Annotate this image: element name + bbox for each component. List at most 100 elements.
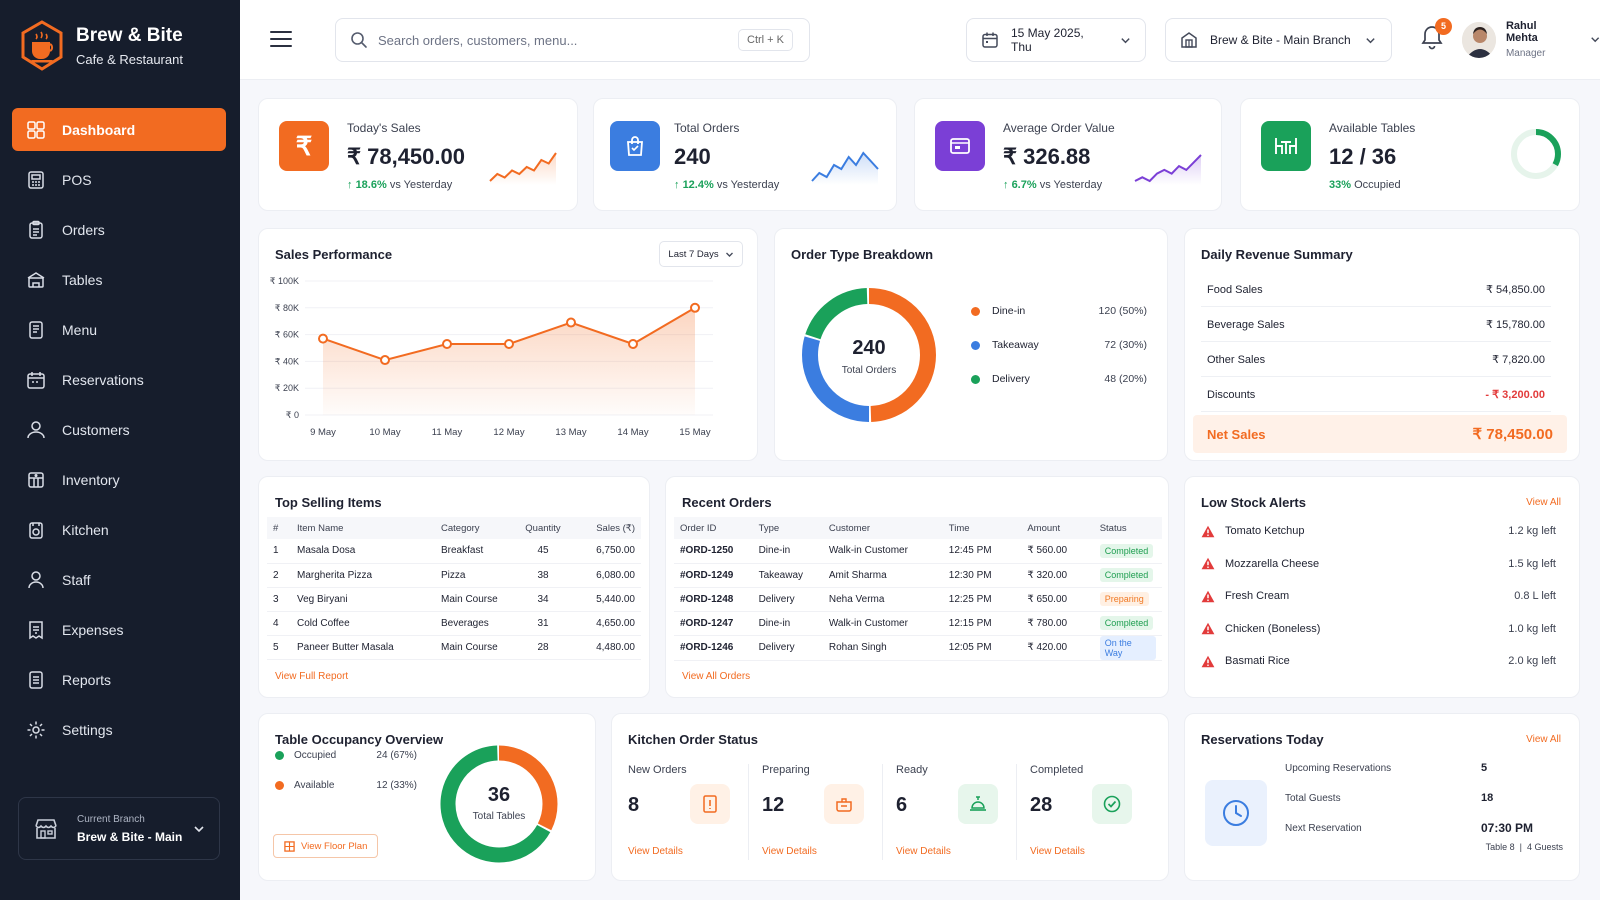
- legend-value: 120 (50%): [1098, 305, 1147, 317]
- table-row[interactable]: 2 Margherita Pizza Pizza 38 6,080.00: [267, 563, 641, 588]
- sidebar-item-menu[interactable]: Menu: [12, 308, 226, 351]
- low-stock-view-all-link[interactable]: View All: [1526, 497, 1561, 508]
- view-all-orders-link[interactable]: View All Orders: [682, 671, 751, 682]
- table-row[interactable]: #ORD-1250 Dine-in Walk-in Customer 12:45 PM…: [674, 539, 1162, 564]
- brand[interactable]: Brew & Bite Cafe & Restaurant: [20, 20, 183, 72]
- sidebar-item-dashboard[interactable]: Dashboard: [12, 108, 226, 151]
- hamburger-menu-icon[interactable]: [270, 30, 292, 48]
- view-floor-plan-button[interactable]: View Floor Plan: [273, 834, 379, 858]
- table-cell: #ORD-1249: [674, 563, 753, 588]
- list-item[interactable]: Tomato Ketchup 1.2 kg left: [1201, 515, 1556, 547]
- table-cell: #ORD-1248: [674, 587, 753, 612]
- sales-point[interactable]: [380, 355, 390, 366]
- table-row[interactable]: 4 Cold Coffee Beverages 31 4,650.00: [267, 611, 641, 636]
- sidebar-item-label: Orders: [62, 221, 105, 238]
- branch-value: Brew & Bite - Main Branch: [1210, 33, 1351, 47]
- revenue-value: ₹ 15,780.00: [1486, 319, 1545, 331]
- table-row[interactable]: 5 Paneer Butter Masala Main Course 28 4,480.…: [267, 635, 641, 660]
- revenue-label: Beverage Sales: [1207, 318, 1285, 331]
- table-cell: 5: [267, 635, 291, 660]
- sidebar-item-settings[interactable]: Settings: [12, 708, 226, 751]
- sidebar-item-pos[interactable]: POS: [12, 158, 226, 201]
- sidebar-item-inventory[interactable]: Inventory: [12, 458, 226, 501]
- list-item[interactable]: Mozzarella Cheese 1.5 kg left: [1201, 548, 1556, 580]
- legend-label: Occupied: [294, 750, 337, 761]
- y-tick-label: ₹ 40K: [275, 356, 299, 366]
- view-details-link[interactable]: View Details: [896, 846, 951, 857]
- table-cell: Breakfast: [435, 539, 515, 564]
- sales-point[interactable]: [504, 338, 514, 349]
- sparkline-area: [812, 153, 878, 185]
- list-item[interactable]: Basmati Rice 2.0 kg left: [1201, 645, 1556, 677]
- next-reservation-label: Next Reservation: [1285, 823, 1362, 834]
- search-input[interactable]: [378, 32, 718, 48]
- sidebar-item-reports[interactable]: Reports: [12, 658, 226, 701]
- sidebar-item-label: Reports: [62, 671, 112, 688]
- legend-dot: [275, 751, 284, 760]
- y-tick-label: ₹ 60K: [275, 330, 299, 340]
- stock-item-value: 2.0 kg left: [1508, 655, 1556, 667]
- user-menu[interactable]: Rahul Mehta Manager: [1462, 20, 1600, 59]
- revenue-value: ₹ 7,820.00: [1492, 354, 1545, 366]
- warning-icon: [1201, 622, 1215, 635]
- table-row[interactable]: 3 Veg Biryani Main Course 34 5,440.00: [267, 587, 641, 612]
- sidebar-item-reservations[interactable]: Reservations: [12, 358, 226, 401]
- donut-segment-takeaway[interactable]: [802, 288, 936, 422]
- table-row[interactable]: 1 Masala Dosa Breakfast 45 6,750.00: [267, 539, 641, 564]
- table-row[interactable]: #ORD-1249 Takeaway Amit Sharma 12:30 PM ₹ 32…: [674, 563, 1162, 588]
- chevron-down-icon: [1366, 37, 1375, 43]
- kitchen-status-count: 8: [628, 794, 640, 816]
- brand-name: Brew & Bite: [76, 25, 183, 46]
- legend-value: 72 (30%): [1104, 339, 1147, 351]
- sidebar-item-kitchen[interactable]: Kitchen: [12, 508, 226, 551]
- donut-segment-occupied[interactable]: [439, 744, 559, 864]
- date-range-dropdown[interactable]: Last 7 Days: [659, 241, 743, 267]
- revenue-value: - ₹ 3,200.00: [1485, 389, 1545, 401]
- donut-segment-dine-in[interactable]: [802, 288, 936, 422]
- sales-point[interactable]: [442, 338, 452, 349]
- sidebar-item-staff[interactable]: Staff: [12, 558, 226, 601]
- sidebar-item-orders[interactable]: Orders: [12, 208, 226, 251]
- revenue-row: Discounts - ₹ 3,200.00: [1201, 378, 1551, 412]
- status-badge: Completed: [1099, 543, 1154, 558]
- list-item[interactable]: Chicken (Boneless) 1.0 kg left: [1201, 613, 1556, 645]
- recent-orders-table: Order ID Type Customer Time Amount Status #OR…: [674, 517, 1162, 661]
- date-picker[interactable]: 15 May 2025, Thu: [966, 18, 1146, 62]
- table-row[interactable]: #ORD-1248 Delivery Neha Verma 12:25 PM ₹ 650…: [674, 587, 1162, 612]
- table-row[interactable]: #ORD-1247 Dine-in Walk-in Customer 12:15 PM…: [674, 611, 1162, 636]
- sales-point[interactable]: [628, 338, 638, 349]
- sidebar-item-tables[interactable]: Tables: [12, 258, 226, 301]
- donut-total: 36: [487, 784, 511, 806]
- table-cell: 28: [515, 635, 571, 660]
- table-cell: Main Course: [435, 635, 515, 660]
- sidebar-item-customers[interactable]: Customers: [12, 408, 226, 451]
- sales-performance-card: Sales Performance Last 7 Days ₹ 100K ₹ 80…: [258, 228, 758, 461]
- table-row[interactable]: #ORD-1246 Delivery Rohan Singh 12:05 PM ₹ 42…: [674, 635, 1162, 661]
- view-full-report-link[interactable]: View Full Report: [275, 671, 349, 682]
- kpi-value: ₹ 78,450.00: [347, 144, 465, 169]
- current-branch-selector[interactable]: Current Branch Brew & Bite - Main: [18, 797, 220, 860]
- search-bar[interactable]: Ctrl + K: [335, 18, 810, 62]
- table-occupancy-card: Table Occupancy Overview Occupied 24 (67%…: [258, 713, 596, 881]
- donut-segment-delivery[interactable]: [797, 283, 941, 427]
- list-item[interactable]: Fresh Cream 0.8 L left: [1201, 580, 1556, 612]
- view-details-link[interactable]: View Details: [1030, 846, 1085, 857]
- low-stock-card: Low Stock Alerts View All Tomato Ketchup…: [1184, 476, 1580, 698]
- sparkline: [811, 151, 879, 185]
- sidebar-item-expenses[interactable]: Expenses: [12, 608, 226, 651]
- reservations-view-all-link[interactable]: View All: [1526, 734, 1561, 745]
- view-details-link[interactable]: View Details: [628, 846, 683, 857]
- net-sales-label: Net Sales: [1207, 426, 1266, 442]
- view-details-link[interactable]: View Details: [762, 846, 817, 857]
- sales-point[interactable]: [318, 333, 328, 344]
- table-cell: Rohan Singh: [822, 635, 943, 661]
- kitchen-status-label: New Orders: [628, 764, 687, 776]
- sales-point[interactable]: [566, 317, 576, 328]
- date-value: 15 May 2025, Thu: [1011, 26, 1084, 54]
- divider: [748, 764, 749, 860]
- donut-segment-available[interactable]: [440, 745, 558, 863]
- legend-dot: [971, 306, 980, 316]
- sales-point[interactable]: [690, 302, 700, 313]
- branch-selector[interactable]: Brew & Bite - Main Branch: [1165, 18, 1392, 62]
- kitchen-status-label: Preparing: [762, 764, 810, 776]
